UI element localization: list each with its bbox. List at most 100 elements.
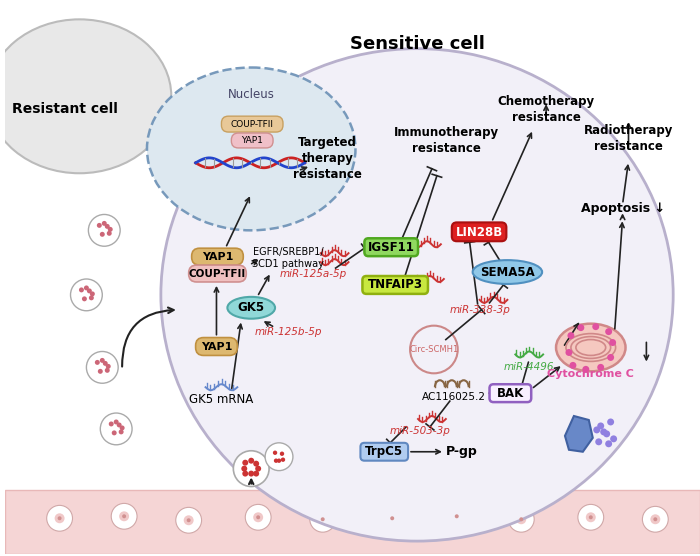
Circle shape [321,517,325,522]
Circle shape [105,368,110,373]
Circle shape [102,221,107,226]
FancyBboxPatch shape [232,133,273,148]
Circle shape [603,430,610,438]
FancyBboxPatch shape [5,490,700,554]
Circle shape [82,296,87,301]
Text: Radiotherapy
resistance: Radiotherapy resistance [584,125,673,153]
Text: SEMA5A: SEMA5A [480,266,535,279]
Circle shape [452,512,462,522]
Circle shape [241,466,247,471]
Text: Nucleus: Nucleus [228,88,274,101]
Circle shape [610,435,617,443]
Text: miR-338-3p: miR-338-3p [449,305,510,315]
Circle shape [586,512,596,522]
Circle shape [119,429,124,434]
Ellipse shape [556,324,626,371]
Circle shape [79,287,84,292]
Circle shape [607,354,614,361]
Text: Targeted
therapy
resistance: Targeted therapy resistance [293,136,362,181]
Circle shape [318,514,328,524]
Circle shape [242,470,248,476]
Circle shape [508,507,534,532]
Circle shape [248,458,254,464]
Circle shape [47,505,73,531]
Circle shape [100,358,105,363]
Text: AC116025.2: AC116025.2 [422,392,486,402]
Ellipse shape [228,297,275,319]
Circle shape [122,514,126,518]
Circle shape [594,426,600,433]
Circle shape [108,421,113,426]
Circle shape [256,515,260,519]
FancyBboxPatch shape [360,443,408,461]
Circle shape [89,295,94,300]
Circle shape [578,324,584,331]
Text: Apoptosis ↓: Apoptosis ↓ [580,202,664,215]
Circle shape [600,429,607,435]
Circle shape [87,289,92,294]
Circle shape [84,285,89,290]
Circle shape [606,440,612,447]
Circle shape [100,413,132,445]
FancyBboxPatch shape [195,337,237,355]
Text: miR-503-3p: miR-503-3p [390,426,450,436]
FancyBboxPatch shape [192,248,244,265]
Circle shape [242,460,248,466]
Circle shape [108,227,113,232]
Circle shape [597,364,604,371]
Circle shape [55,513,64,523]
Text: COUP-TFII: COUP-TFII [231,120,274,128]
Circle shape [90,291,95,296]
Ellipse shape [147,67,356,230]
Circle shape [310,507,335,532]
Text: Resistant cell: Resistant cell [12,102,118,116]
Circle shape [71,279,102,311]
Circle shape [597,423,604,429]
Circle shape [233,451,269,486]
Text: EGFR/SREBP1/
SCD1 pathway: EGFR/SREBP1/ SCD1 pathway [252,247,324,269]
Circle shape [643,507,668,532]
Circle shape [88,215,120,246]
Circle shape [569,362,576,369]
Circle shape [653,517,657,522]
Text: miR-125a-5p: miR-125a-5p [279,269,346,279]
FancyBboxPatch shape [452,222,506,241]
Text: TrpC5: TrpC5 [365,445,403,458]
Circle shape [387,513,397,523]
Circle shape [256,466,261,471]
Circle shape [57,517,62,520]
Circle shape [112,430,117,435]
Text: GK5 mRNA: GK5 mRNA [189,393,253,406]
Circle shape [105,224,110,229]
Text: YAP1: YAP1 [201,341,232,351]
Polygon shape [565,416,593,452]
Circle shape [100,232,105,237]
Circle shape [566,349,573,356]
Circle shape [568,332,575,339]
Text: YAP1: YAP1 [202,252,233,262]
Circle shape [94,360,100,365]
FancyBboxPatch shape [363,276,428,294]
Text: Chemotherapy
resistance: Chemotherapy resistance [498,95,595,124]
Text: miR-125b-5p: miR-125b-5p [254,326,322,336]
Text: Sensitive cell: Sensitive cell [349,34,484,53]
Circle shape [595,438,602,445]
Circle shape [379,505,405,531]
Text: Circ-SCMH1: Circ-SCMH1 [410,345,459,354]
Circle shape [592,323,599,330]
Circle shape [650,514,660,524]
Circle shape [120,425,125,430]
Circle shape [265,443,293,470]
Circle shape [113,419,119,424]
Circle shape [187,518,190,522]
Circle shape [273,450,277,455]
Circle shape [111,503,137,529]
Circle shape [248,470,254,476]
Text: IGSF11: IGSF11 [368,241,414,254]
Circle shape [119,512,129,522]
Circle shape [589,515,593,519]
Text: TNFAIP3: TNFAIP3 [368,279,423,291]
Circle shape [578,504,603,530]
Circle shape [253,461,259,466]
FancyBboxPatch shape [365,239,418,256]
